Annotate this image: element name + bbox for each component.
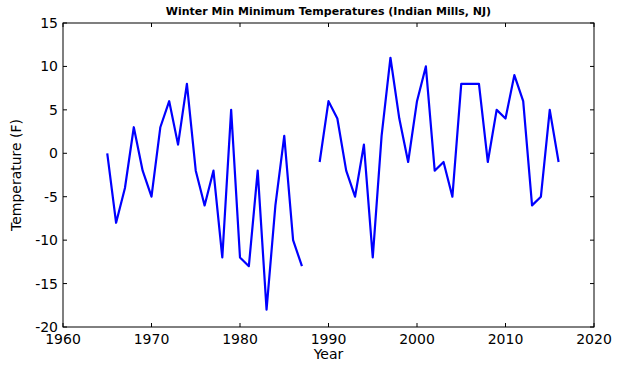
x-tick-label: 1980 bbox=[222, 331, 258, 347]
y-tick-label: -5 bbox=[44, 189, 58, 205]
chart-container: 1960197019801990200020102020-20-15-10-50… bbox=[0, 0, 620, 367]
y-tick-right bbox=[590, 109, 594, 110]
x-tick bbox=[328, 323, 329, 327]
y-tick bbox=[63, 283, 67, 284]
y-axis-label: Temperature (F) bbox=[8, 119, 24, 232]
chart-title: Winter Min Minimum Temperatures (Indian … bbox=[166, 5, 491, 18]
y-tick bbox=[63, 327, 67, 328]
x-tick bbox=[505, 323, 506, 327]
y-tick bbox=[63, 66, 67, 67]
x-tick-label: 2010 bbox=[488, 331, 524, 347]
y-tick bbox=[63, 196, 67, 197]
data-line bbox=[107, 58, 558, 310]
y-tick-right bbox=[590, 23, 594, 24]
y-tick-right bbox=[590, 66, 594, 67]
x-tick-top bbox=[151, 23, 152, 27]
x-tick-label: 1990 bbox=[311, 331, 347, 347]
x-tick-top bbox=[328, 23, 329, 27]
y-tick-label: -20 bbox=[35, 319, 58, 335]
x-tick bbox=[417, 323, 418, 327]
plot-frame bbox=[63, 23, 594, 327]
x-tick bbox=[63, 323, 64, 327]
y-tick bbox=[63, 23, 67, 24]
y-tick-label: -15 bbox=[35, 276, 58, 292]
x-tick-label: 2000 bbox=[399, 331, 435, 347]
plot-area bbox=[107, 58, 558, 310]
x-tick bbox=[151, 323, 152, 327]
y-tick-label: 15 bbox=[40, 15, 58, 31]
x-tick-top bbox=[594, 23, 595, 27]
y-tick-label: -10 bbox=[35, 232, 58, 248]
x-tick-label: 2020 bbox=[576, 331, 612, 347]
x-tick-label: 1970 bbox=[134, 331, 170, 347]
x-tick-top bbox=[417, 23, 418, 27]
y-tick bbox=[63, 153, 67, 154]
y-tick bbox=[63, 240, 67, 241]
y-tick-label: 0 bbox=[49, 145, 58, 161]
x-tick-top bbox=[505, 23, 506, 27]
y-tick-label: 5 bbox=[49, 102, 58, 118]
y-tick-right bbox=[590, 283, 594, 284]
y-tick-right bbox=[590, 196, 594, 197]
x-axis-label: Year bbox=[313, 346, 344, 362]
x-tick-top bbox=[63, 23, 64, 27]
y-tick-label: 10 bbox=[40, 58, 58, 74]
x-tick bbox=[240, 323, 241, 327]
x-tick-top bbox=[240, 23, 241, 27]
chart-svg: 1960197019801990200020102020-20-15-10-50… bbox=[0, 0, 620, 367]
y-tick bbox=[63, 109, 67, 110]
y-tick-right bbox=[590, 240, 594, 241]
y-tick-right bbox=[590, 153, 594, 154]
y-tick-right bbox=[590, 327, 594, 328]
x-tick bbox=[594, 323, 595, 327]
